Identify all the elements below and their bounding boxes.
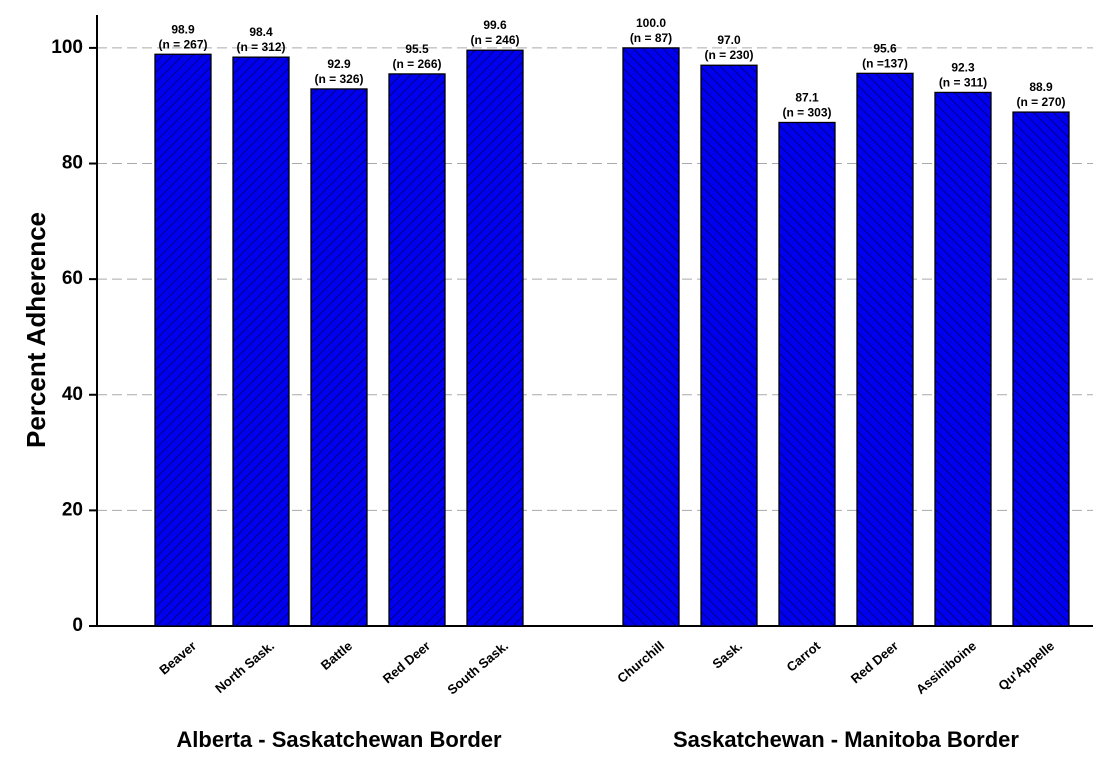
value-label: 92.3 [951, 60, 975, 74]
bar [934, 91, 992, 627]
value-label: 95.5 [405, 42, 429, 56]
sample-label: (n = 303) [782, 105, 831, 119]
bar [310, 88, 368, 627]
x-tick-label: Carrot [784, 638, 824, 675]
value-label: 88.9 [1029, 80, 1053, 94]
x-tick-label: South Sask. [444, 638, 511, 697]
value-label: 98.4 [249, 25, 273, 39]
y-tick-label: 80 [62, 153, 83, 174]
x-tick-label: Beaver [156, 638, 199, 677]
y-tick-label: 60 [62, 268, 83, 289]
value-label: 100.0 [636, 16, 666, 30]
x-tick-label: Assiniboine [913, 638, 979, 697]
y-tick-label: 40 [62, 384, 83, 405]
sample-label: (n = 266) [392, 57, 441, 71]
bar [700, 64, 758, 627]
sample-label: (n = 246) [470, 33, 519, 47]
bar [1012, 111, 1070, 627]
sample-label: (n = 312) [236, 40, 285, 54]
x-tick-label: Red Deer [848, 638, 901, 686]
bar [388, 73, 446, 627]
group-label: Alberta - Saskatchewan Border [176, 727, 502, 752]
sample-label: (n = 270) [1016, 95, 1065, 109]
bar [778, 121, 836, 627]
y-axis-label: Percent Adherence [21, 212, 51, 448]
x-tick-label: Churchill [614, 638, 667, 686]
sample-label: (n = 326) [314, 72, 363, 86]
x-tick-label: Qu'Appelle [995, 638, 1057, 693]
bar [622, 47, 680, 627]
value-label: 95.6 [873, 41, 897, 55]
y-tick-label: 20 [62, 499, 83, 520]
sample-label: (n = 311) [939, 75, 987, 89]
group-label: Saskatchewan - Manitoba Border [673, 727, 1019, 752]
y-tick-label: 100 [51, 37, 83, 58]
x-tick-label: Red Deer [380, 638, 433, 686]
value-label: 98.9 [171, 22, 195, 36]
sample-label: (n = 87) [630, 31, 672, 45]
x-tick-label: Sask. [709, 638, 745, 671]
y-tick-label: 0 [72, 615, 83, 636]
x-tick-label: Battle [318, 638, 355, 673]
bar [856, 72, 914, 627]
bar [466, 49, 524, 627]
value-label: 97.0 [717, 33, 741, 47]
sample-label: (n = 267) [158, 37, 207, 51]
bar [154, 53, 212, 627]
value-label: 99.6 [483, 18, 507, 32]
value-label: 87.1 [795, 90, 819, 104]
sample-label: (n = 230) [704, 48, 753, 62]
x-tick-label: North Sask. [212, 638, 277, 696]
bar [232, 56, 290, 627]
value-label: 92.9 [327, 57, 351, 71]
sample-label: (n =137) [862, 56, 908, 70]
